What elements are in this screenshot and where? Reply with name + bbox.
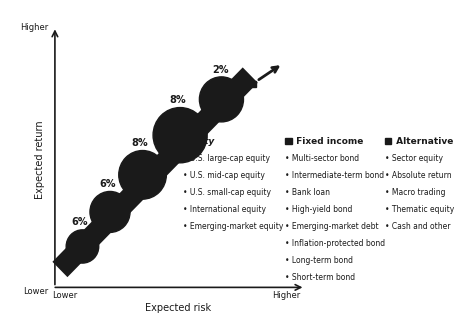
Text: • U.S. large-cap equity: • U.S. large-cap equity (183, 154, 270, 163)
Text: • International equity: • International equity (183, 205, 266, 214)
Text: • Sector equity: • Sector equity (385, 154, 443, 163)
Text: • Emerging-market debt: • Emerging-market debt (285, 222, 379, 231)
Text: Higher: Higher (272, 291, 301, 300)
Text: Expected return: Expected return (35, 120, 45, 199)
Text: 8%: 8% (132, 138, 148, 148)
Text: • Macro trading: • Macro trading (385, 188, 446, 197)
Text: Alternative: Alternative (392, 137, 453, 146)
Bar (221, 81, 256, 87)
Text: Lower: Lower (53, 291, 78, 300)
Circle shape (66, 230, 99, 263)
Text: • Inflation-protected bond: • Inflation-protected bond (285, 239, 385, 248)
Text: 2%: 2% (212, 65, 228, 75)
Polygon shape (53, 67, 258, 277)
Text: 8%: 8% (169, 95, 186, 105)
Text: 6%: 6% (99, 179, 116, 189)
Text: • Thematic equity: • Thematic equity (385, 205, 454, 214)
Circle shape (90, 191, 130, 232)
Bar (285, 138, 292, 144)
Text: • Absolute return: • Absolute return (385, 171, 452, 180)
Text: • U.S. small-cap equity: • U.S. small-cap equity (183, 188, 271, 197)
Text: Lower: Lower (23, 287, 49, 296)
Text: • Bank loan: • Bank loan (285, 188, 330, 197)
Circle shape (119, 150, 166, 199)
Text: • Cash and other: • Cash and other (385, 222, 450, 231)
Text: Expected risk: Expected risk (145, 303, 210, 313)
Circle shape (200, 77, 244, 122)
Bar (385, 138, 391, 144)
Text: • Multi-sector bond: • Multi-sector bond (285, 154, 359, 163)
Text: • Emerging-market equity: • Emerging-market equity (183, 222, 283, 231)
Circle shape (153, 108, 207, 163)
Text: • U.S. mid-cap equity: • U.S. mid-cap equity (183, 171, 265, 180)
Text: Fixed income: Fixed income (293, 137, 364, 146)
Text: • Long-term bond: • Long-term bond (285, 256, 353, 265)
Text: Higher: Higher (20, 23, 49, 32)
Text: 6%: 6% (72, 217, 88, 227)
Text: Equity: Equity (183, 137, 215, 146)
Text: • High-yield bond: • High-yield bond (285, 205, 353, 214)
Text: • Short-term bond: • Short-term bond (285, 273, 356, 282)
Text: • Intermediate-term bond: • Intermediate-term bond (285, 171, 384, 180)
